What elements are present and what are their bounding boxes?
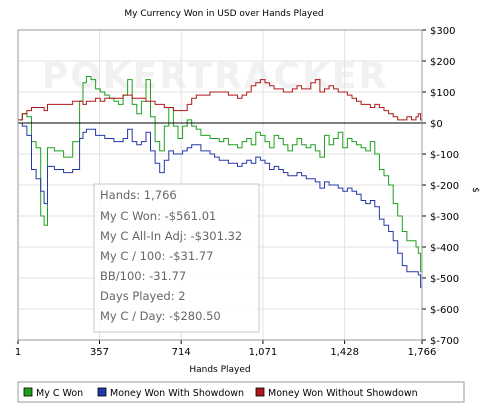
legend-swatch-no-showdown [255, 387, 265, 397]
x-tick-label: 1,071 [249, 347, 278, 358]
series-line-without-showdown [18, 79, 422, 121]
y-tick-label: $200 [430, 57, 455, 68]
y-tick-label: $-300 [430, 212, 459, 223]
series-line-with-showdown [18, 122, 423, 303]
watermark: POKERTRACKER [42, 56, 388, 97]
x-tick-label: 1,766 [408, 347, 437, 358]
y-tick-label: $100 [430, 88, 455, 99]
x-tick-label: 357 [90, 347, 109, 358]
legend-swatch-my-c-won [23, 387, 33, 397]
y-tick-label: $-600 [430, 305, 459, 316]
y-tick-label: $-700 [430, 336, 459, 347]
x-axis: 1 357 714 1,071 1,428 1,766 [15, 340, 437, 358]
series-line-my-c-won [18, 76, 423, 297]
x-tick-label: 1,428 [330, 347, 359, 358]
y-tick-label: $0 [430, 119, 443, 130]
y-tick-label: $-500 [430, 274, 459, 285]
x-tick-label: 714 [172, 347, 191, 358]
legend-label-showdown: Money Won With Showdown [110, 388, 244, 399]
y-tick-label: $-200 [430, 181, 459, 192]
y-tick-label: $-400 [430, 243, 459, 254]
stats-per-100: My C / 100: -$31.77 [100, 249, 213, 263]
x-tick-label: 1 [15, 347, 21, 358]
x-axis-title: Hands Played [189, 365, 250, 375]
y-tick-label: $300 [430, 26, 455, 37]
stats-won: My C Won: -$561.01 [100, 209, 216, 223]
stats-bb-100: BB/100: -31.77 [100, 269, 186, 283]
stats-days: Days Played: 2 [100, 289, 186, 303]
y-tick-label: $-100 [430, 150, 459, 161]
plot-frame [17, 29, 423, 341]
y-axis-title: $ [470, 187, 480, 193]
stats-hands: Hands: 1,766 [100, 188, 177, 202]
legend-label-no-showdown: Money Won Without Showdown [268, 388, 418, 399]
legend-swatch-showdown [97, 387, 107, 397]
legend-label-my-c-won: My C Won [36, 388, 83, 399]
stats-allin-adj: My C All-In Adj: -$301.32 [100, 229, 242, 243]
legend: My C Won Money Won With Showdown Money W… [17, 381, 465, 403]
y-axis: $300 $200 $100 $0 $-100 $-200 $-300 $-400 $-500 $… [422, 26, 459, 347]
stats-per-day: My C / Day: -$280.50 [100, 309, 221, 323]
series-lines [18, 76, 423, 303]
stats-box: Hands: 1,766 My C Won: -$561.01 My C All… [93, 183, 260, 333]
chart-title: My Currency Won in USD over Hands Played [124, 9, 323, 19]
